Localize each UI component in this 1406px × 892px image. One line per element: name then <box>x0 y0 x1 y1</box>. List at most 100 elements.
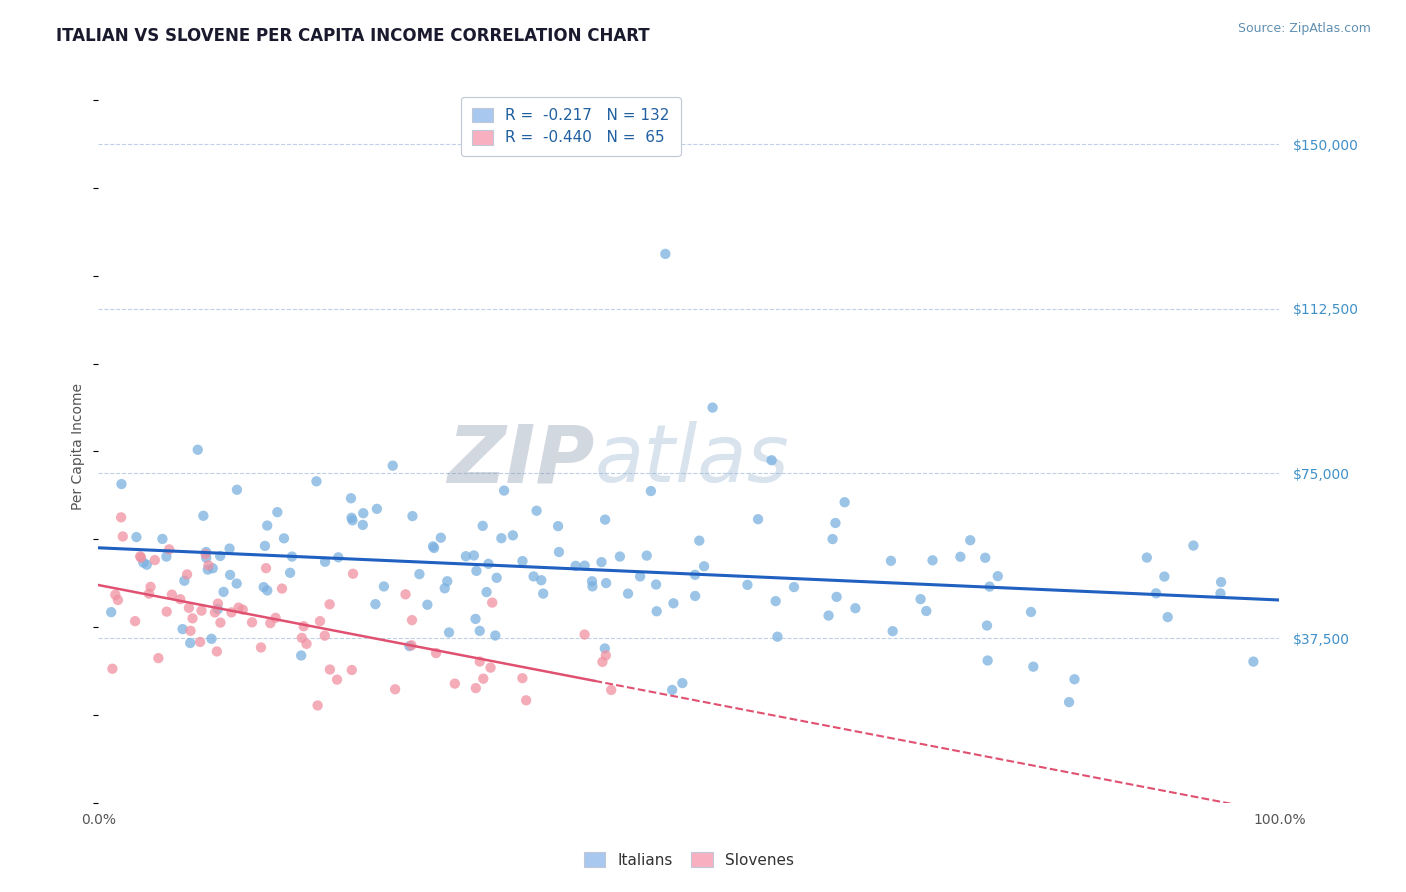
Point <box>609 549 631 564</box>
Point <box>195 545 218 559</box>
Point <box>273 532 295 546</box>
Point <box>761 453 783 467</box>
Point <box>152 532 174 546</box>
Point <box>463 549 485 563</box>
Point <box>430 531 453 545</box>
Point <box>143 553 166 567</box>
Point <box>124 614 146 628</box>
Point <box>138 587 160 601</box>
Point <box>132 556 155 570</box>
Point <box>342 513 364 527</box>
Point <box>880 554 903 568</box>
Point <box>693 559 716 574</box>
Point <box>454 549 477 564</box>
Point <box>172 622 194 636</box>
Point <box>502 528 524 542</box>
Point <box>702 401 724 415</box>
Point <box>177 600 200 615</box>
Point <box>326 673 349 687</box>
Point <box>475 585 498 599</box>
Point <box>834 495 856 509</box>
Point <box>340 491 363 506</box>
Point <box>479 660 502 674</box>
Point <box>373 579 395 593</box>
Point <box>1211 575 1233 590</box>
Point <box>683 567 706 582</box>
Point <box>443 676 465 690</box>
Point <box>1182 539 1205 553</box>
Point <box>422 540 444 554</box>
Point <box>645 604 668 618</box>
Point <box>352 517 374 532</box>
Point <box>464 681 486 695</box>
Point <box>340 511 363 525</box>
Point <box>259 616 281 631</box>
Point <box>662 596 685 610</box>
Point <box>783 580 806 594</box>
Point <box>314 629 336 643</box>
Point <box>264 611 287 625</box>
Point <box>591 555 613 569</box>
Point <box>974 550 997 565</box>
Point <box>484 628 506 642</box>
Point <box>671 676 693 690</box>
Point <box>591 655 613 669</box>
Point <box>688 533 710 548</box>
Point <box>253 580 276 594</box>
Point <box>821 532 844 546</box>
Point <box>101 662 124 676</box>
Point <box>190 604 212 618</box>
Point <box>352 506 374 520</box>
Point <box>110 477 132 491</box>
Point <box>104 588 127 602</box>
Text: ZIP: ZIP <box>447 421 595 500</box>
Point <box>523 569 546 583</box>
Point <box>425 646 447 660</box>
Point <box>394 587 416 601</box>
Point <box>181 611 204 625</box>
Point <box>240 615 263 630</box>
Point <box>169 592 191 607</box>
Point <box>949 549 972 564</box>
Point <box>512 554 534 568</box>
Point <box>290 648 312 663</box>
Point <box>1057 695 1080 709</box>
Point <box>314 555 336 569</box>
Point <box>384 682 406 697</box>
Point <box>1022 659 1045 673</box>
Point <box>766 630 789 644</box>
Point <box>844 601 866 615</box>
Point <box>526 504 548 518</box>
Point <box>205 644 228 658</box>
Point <box>595 648 617 663</box>
Point <box>256 583 278 598</box>
Point <box>1157 610 1180 624</box>
Point <box>1063 673 1085 687</box>
Legend: Italians, Slovenes: Italians, Slovenes <box>578 846 800 873</box>
Point <box>201 561 224 575</box>
Point <box>581 579 603 593</box>
Point <box>221 606 243 620</box>
Point <box>617 587 640 601</box>
Point <box>129 549 152 564</box>
Point <box>530 574 553 588</box>
Point <box>173 574 195 588</box>
Text: ITALIAN VS SLOVENE PER CAPITA INCOME CORRELATION CHART: ITALIAN VS SLOVENE PER CAPITA INCOME COR… <box>56 27 650 45</box>
Point <box>465 564 488 578</box>
Point <box>817 608 839 623</box>
Point <box>342 566 364 581</box>
Point <box>319 663 342 677</box>
Point <box>1136 550 1159 565</box>
Point <box>187 442 209 457</box>
Point <box>636 549 658 563</box>
Point <box>364 597 387 611</box>
Point <box>232 602 254 616</box>
Point <box>218 541 240 556</box>
Point <box>593 641 616 656</box>
Point <box>976 653 998 667</box>
Point <box>737 578 759 592</box>
Point <box>225 576 247 591</box>
Point <box>825 590 848 604</box>
Point <box>915 604 938 618</box>
Point <box>436 574 458 589</box>
